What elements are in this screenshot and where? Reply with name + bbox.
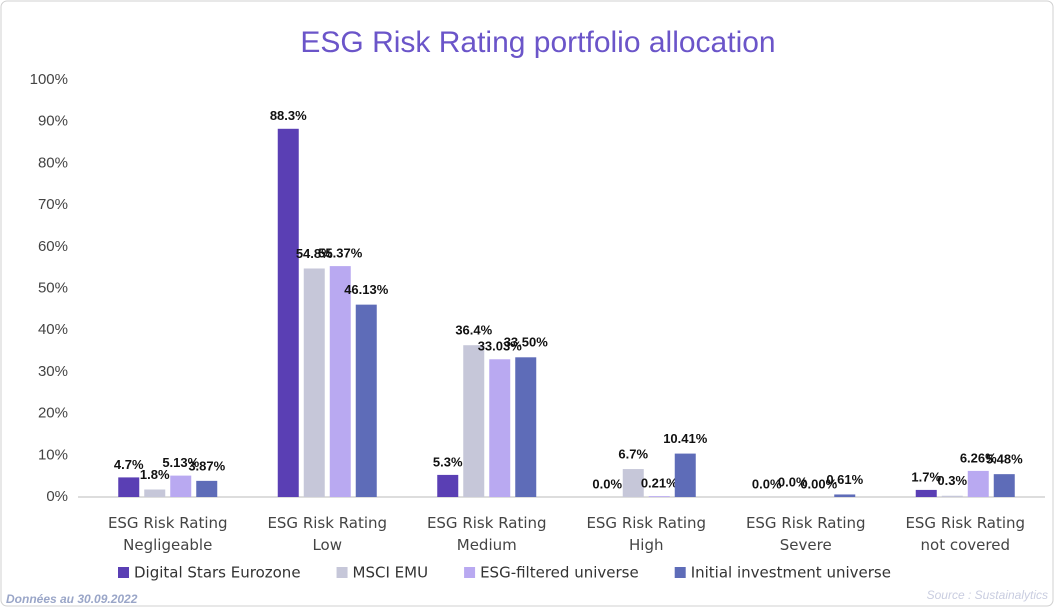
value-label: 0.0% — [752, 476, 782, 491]
legend-label: MSCI EMU — [353, 564, 429, 582]
bar — [144, 489, 166, 497]
value-label: 4.7% — [114, 457, 144, 472]
value-label: 5.3% — [433, 454, 463, 469]
legend-swatch — [674, 567, 686, 578]
value-label: 5.13% — [162, 455, 199, 470]
bar — [993, 474, 1015, 497]
bar — [196, 480, 218, 497]
bar — [834, 494, 856, 497]
value-label: 46.13% — [344, 282, 389, 297]
legend-swatch — [336, 567, 348, 578]
y-tick-label: 0% — [46, 488, 68, 505]
source-note: Source : Sustainalytics — [927, 588, 1048, 602]
bar — [170, 475, 192, 497]
legend-swatch — [464, 567, 476, 578]
value-label: 6.7% — [618, 446, 648, 461]
y-tick-label: 60% — [38, 238, 68, 255]
y-tick-label: 90% — [38, 113, 68, 130]
bar — [329, 266, 351, 497]
x-tick-label: ESG Risk Rating Negligeable — [107, 514, 228, 554]
value-label: 10.41% — [663, 431, 708, 446]
value-label: 55.37% — [318, 246, 363, 261]
value-label: 5.48% — [986, 452, 1023, 467]
y-tick-label: 50% — [38, 279, 68, 296]
x-tick-label: ESG Risk Rating High — [586, 514, 707, 554]
bar — [515, 357, 537, 497]
value-label: 0.0% — [778, 474, 808, 489]
bar — [437, 474, 459, 497]
x-tick-label: ESG Risk Rating Medium — [426, 514, 547, 554]
value-label: 33.03% — [478, 339, 523, 354]
bar — [648, 496, 670, 497]
y-tick-label: 20% — [38, 405, 68, 422]
value-label: 0.3% — [937, 473, 967, 488]
y-tick-label: 10% — [38, 446, 68, 463]
bar — [674, 453, 696, 497]
value-label: 6.26% — [960, 450, 997, 465]
legend-swatch — [118, 567, 129, 578]
y-tick-label: 70% — [38, 196, 68, 213]
legend-label: Initial investment universe — [691, 564, 891, 582]
value-label: 1.7% — [911, 469, 941, 484]
value-label: 54.8% — [296, 246, 333, 261]
x-tick-label: ESG Risk Rating not covered — [905, 514, 1026, 554]
value-label: 0.00% — [800, 476, 837, 491]
x-tick-label: ESG Risk Rating Severe — [745, 514, 866, 554]
date-note: Données au 30.09.2022 — [6, 592, 138, 606]
value-label: 0.61% — [826, 472, 863, 487]
x-tick-label: ESG Risk Rating Low — [267, 514, 388, 554]
chart-title: ESG Risk Rating portfolio allocation — [300, 26, 775, 59]
value-label: 88.3% — [270, 108, 307, 123]
y-tick-label: 100% — [30, 71, 68, 88]
value-label: 0.0% — [592, 476, 622, 491]
bar — [941, 495, 963, 497]
value-label: 33.50% — [504, 335, 549, 350]
y-tick-label: 80% — [38, 154, 68, 171]
y-tick-label: 40% — [38, 321, 68, 338]
bar — [622, 469, 644, 497]
bar — [303, 268, 325, 497]
bar — [489, 359, 511, 497]
bar — [277, 128, 299, 497]
legend-label: Digital Stars Eurozone — [134, 564, 301, 582]
legend-label: ESG-filtered universe — [480, 564, 639, 582]
value-label: 0.21% — [641, 476, 678, 491]
bar — [967, 470, 989, 497]
value-label: 36.4% — [455, 323, 492, 338]
y-tick-label: 30% — [38, 363, 68, 380]
bar — [118, 477, 140, 497]
bar — [915, 489, 937, 497]
bar — [463, 345, 485, 497]
bar — [355, 304, 377, 497]
value-label: 1.8% — [140, 467, 170, 482]
value-label: 3.87% — [188, 458, 225, 473]
